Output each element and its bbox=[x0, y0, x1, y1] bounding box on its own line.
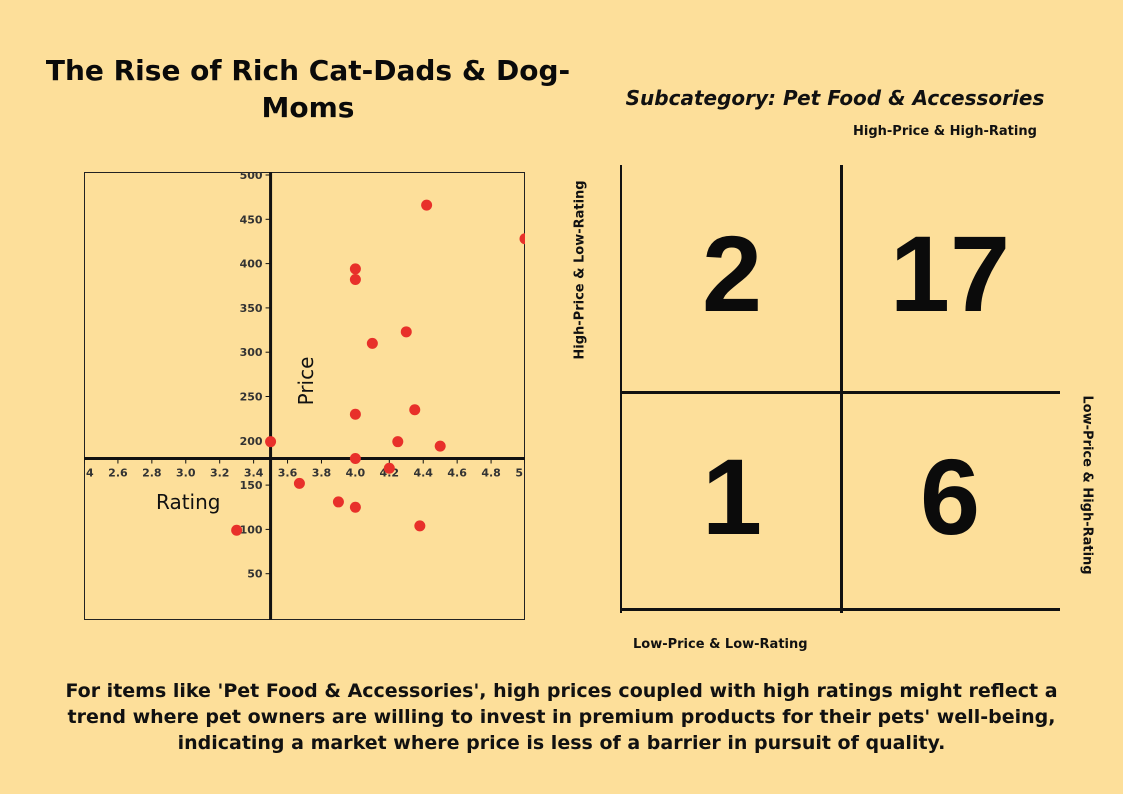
x-tick-label: 3.8 bbox=[312, 467, 332, 480]
quadrant-border-left bbox=[620, 165, 622, 613]
data-point bbox=[409, 404, 421, 416]
data-point bbox=[349, 263, 361, 275]
data-point bbox=[332, 496, 344, 508]
data-point bbox=[366, 337, 378, 349]
x-tick-label: 2.8 bbox=[142, 467, 162, 480]
data-point bbox=[434, 440, 446, 452]
count-high-price-low-rating: 2 bbox=[701, 213, 763, 334]
y-tick-label: 350 bbox=[240, 302, 263, 315]
data-point bbox=[349, 274, 361, 286]
data-point bbox=[293, 477, 305, 489]
y-tick-label: 200 bbox=[240, 435, 263, 448]
x-tick-label: 2.6 bbox=[108, 467, 128, 480]
quadrant-label-left: High-Price & Low-Rating bbox=[572, 180, 588, 360]
plot-frame bbox=[84, 172, 525, 620]
x-tick-label: 4 bbox=[86, 467, 94, 480]
data-point bbox=[231, 524, 243, 536]
count-low-price-low-rating: 1 bbox=[701, 436, 763, 557]
y-tick-label: 100 bbox=[240, 523, 263, 536]
count-low-price-high-rating: 6 bbox=[919, 436, 981, 557]
data-point bbox=[400, 326, 412, 338]
y-tick-label: 300 bbox=[240, 346, 263, 359]
quadrant-border-bottom bbox=[620, 608, 1060, 611]
data-point bbox=[519, 233, 525, 245]
subtitle: Subcategory: Pet Food & Accessories bbox=[625, 86, 1045, 110]
x-tick-label: 5 bbox=[515, 467, 523, 480]
data-point bbox=[349, 408, 361, 420]
quadrant-label-right: Low-Price & High-Rating bbox=[1079, 395, 1095, 575]
x-tick-label: 4.8 bbox=[481, 467, 501, 480]
count-high-price-high-rating: 17 bbox=[889, 213, 1011, 334]
quadrant-label-top: High-Price & High-Rating bbox=[853, 124, 1037, 139]
data-point bbox=[383, 462, 395, 474]
y-tick-label: 400 bbox=[240, 258, 263, 271]
data-point bbox=[349, 501, 361, 513]
data-point bbox=[349, 453, 361, 465]
caption: For items like 'Pet Food & Accessories',… bbox=[65, 680, 1058, 754]
data-point bbox=[265, 436, 277, 448]
x-tick-label: 3.2 bbox=[210, 467, 230, 480]
quadrant-divider-horizontal bbox=[620, 391, 1060, 394]
x-tick-label: 3.4 bbox=[244, 467, 264, 480]
quadrant-divider-vertical bbox=[840, 165, 843, 613]
x-tick-label: 4.6 bbox=[447, 467, 467, 480]
y-tick-label: 250 bbox=[240, 391, 263, 404]
x-tick-label: 3.0 bbox=[176, 467, 196, 480]
data-point bbox=[421, 199, 433, 211]
quadrant-grid: 2 17 1 6 bbox=[620, 165, 1060, 613]
x-tick-label: 3.6 bbox=[278, 467, 298, 480]
x-tick-label: 4.0 bbox=[346, 467, 366, 480]
x-axis-label: Rating bbox=[156, 490, 220, 514]
quadrant-label-bottom: Low-Price & Low-Rating bbox=[633, 637, 808, 652]
y-axis-label: Price bbox=[294, 357, 318, 406]
data-point bbox=[414, 520, 426, 532]
y-tick-label: 450 bbox=[240, 213, 263, 226]
chart-title: The Rise of Rich Cat-Dads & Dog-Moms bbox=[45, 54, 571, 124]
y-tick-label: 50 bbox=[247, 568, 263, 581]
scatter-plot: 42.62.83.03.23.43.63.84.04.24.44.64.8550… bbox=[84, 172, 525, 620]
data-point bbox=[392, 436, 404, 448]
x-tick-label: 4.4 bbox=[413, 467, 433, 480]
y-tick-label: 500 bbox=[240, 172, 263, 182]
y-tick-label: 150 bbox=[240, 479, 263, 492]
